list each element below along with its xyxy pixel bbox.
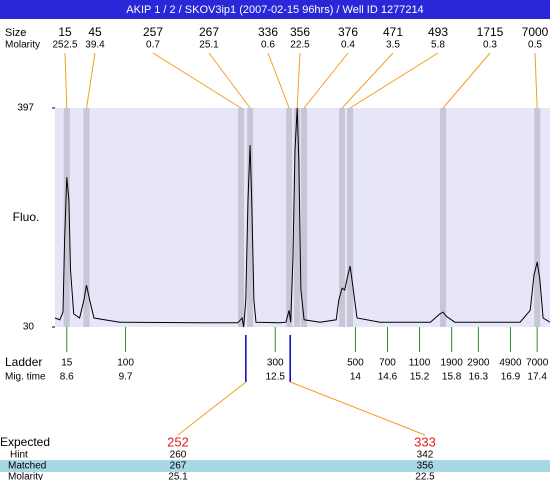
trace: [54, 107, 550, 328]
ladder-time: 15.8: [442, 372, 462, 383]
expected-connector: [290, 381, 426, 436]
peak-size: 7000: [522, 25, 549, 39]
row-label: Matched: [8, 461, 46, 472]
peak-connector: [152, 52, 242, 109]
expected-connector: [177, 381, 247, 436]
title-bar: [0, 0, 550, 19]
peak-band: [247, 108, 254, 327]
ladder-time: 17.4: [527, 372, 547, 383]
peak-size: 336: [258, 25, 278, 39]
peak-size: 267: [199, 25, 219, 39]
matched-value: 267: [170, 461, 187, 472]
peak-size: 45: [88, 25, 102, 39]
peak-band: [63, 108, 70, 327]
ladder-size: 2900: [467, 358, 490, 369]
ladder-size: 4900: [499, 358, 522, 369]
peak-molarity: 25.1: [199, 40, 219, 51]
peak-molarity: 0.6: [261, 40, 275, 51]
peak-size: 493: [428, 25, 448, 39]
ladder-time: 14: [350, 372, 362, 383]
peak-connector: [267, 52, 290, 109]
ladder-size: 7000: [526, 358, 549, 369]
title: AKIP 1 / 2 / SKOV3ip1 (2007-02-15 96hrs)…: [126, 4, 423, 16]
peak-connector: [208, 52, 251, 109]
peak-band: [347, 108, 354, 327]
y-label: Fluo.: [13, 210, 40, 224]
peak-connector: [341, 52, 394, 109]
ladder-time: 14.6: [378, 372, 398, 383]
peak-molarity: 0.7: [146, 40, 160, 51]
ladder-size: 100: [117, 358, 134, 369]
peak-connector: [64, 52, 68, 109]
ladder-size: 300: [267, 358, 284, 369]
peak-molarity: 0.5: [528, 40, 542, 51]
row-label: Molarity: [8, 472, 43, 480]
peak-connector: [303, 52, 349, 109]
row-label: Ladder: [5, 355, 42, 369]
peak-size: 1715: [477, 25, 504, 39]
expected-value: 333: [414, 434, 436, 449]
ladder-time: 9.7: [119, 372, 133, 383]
peak-band: [286, 108, 293, 327]
peak-size: 15: [58, 25, 72, 39]
peak-molarity: 22.5: [290, 40, 310, 51]
peak-band: [301, 108, 308, 327]
molarity-value: 22.5: [415, 472, 435, 480]
peak-band: [534, 108, 541, 327]
matched-value: 356: [417, 461, 434, 472]
peak-molarity: 0.4: [341, 40, 355, 51]
peak-molarity: 252.5: [52, 40, 77, 51]
peak-band: [83, 108, 90, 327]
peak-size: 471: [383, 25, 403, 39]
ladder-size: 15: [61, 358, 73, 369]
y-tick-label: 30: [23, 322, 35, 333]
ladder-time: 16.9: [501, 372, 521, 383]
ladder-time: 16.3: [469, 372, 489, 383]
peak-connector: [534, 52, 538, 109]
peak-connector: [296, 52, 301, 109]
row-label: Size: [5, 27, 26, 39]
ladder-size: 700: [379, 358, 396, 369]
hint-value: 342: [417, 450, 434, 461]
expected-value: 252: [167, 434, 189, 449]
ladder-time: 8.6: [60, 372, 74, 383]
row-label: Molarity: [5, 40, 40, 51]
peak-band: [294, 108, 301, 327]
peak-molarity: 39.4: [85, 40, 105, 51]
peak-band: [238, 108, 245, 327]
row-label: Expected: [0, 435, 50, 449]
matched-row-bg: [0, 460, 550, 472]
row-label: Hint: [10, 450, 28, 461]
peak-band: [339, 108, 346, 327]
peak-molarity: 3.5: [386, 40, 400, 51]
row-label: Mig. time: [5, 372, 46, 383]
hint-value: 260: [170, 450, 187, 461]
peak-size: 356: [290, 25, 310, 39]
ladder-time: 15.2: [410, 372, 430, 383]
peak-connector: [86, 52, 96, 109]
ladder-time: 12.5: [266, 372, 286, 383]
peak-molarity: 0.3: [483, 40, 497, 51]
peak-band: [440, 108, 447, 327]
peak-size: 257: [143, 25, 163, 39]
molarity-value: 25.1: [168, 472, 188, 480]
ladder-size: 1100: [409, 358, 431, 369]
ladder-size: 500: [347, 358, 364, 369]
y-tick-label: 397: [17, 103, 34, 114]
peak-connector: [442, 52, 491, 109]
peak-connector: [349, 52, 439, 109]
ladder-size: 1900: [441, 358, 464, 369]
peak-molarity: 5.8: [431, 40, 445, 51]
peak-size: 376: [338, 25, 358, 39]
